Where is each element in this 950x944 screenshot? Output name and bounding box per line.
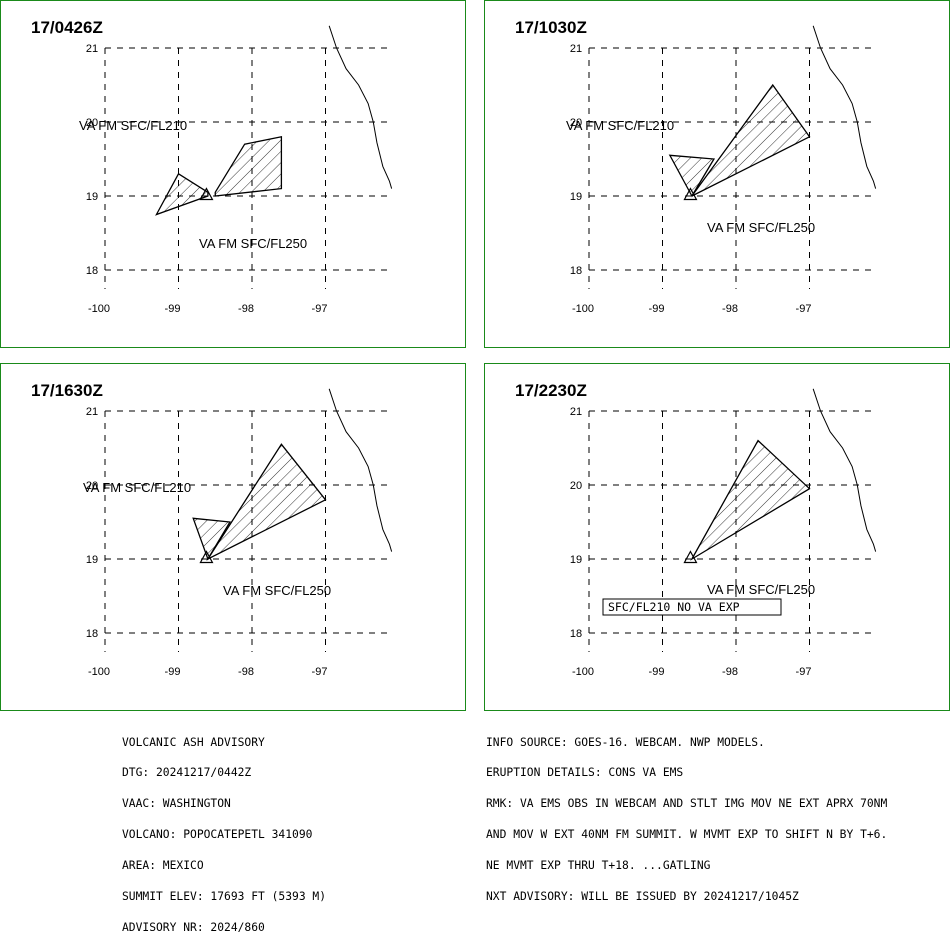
lon-tick-label: -97 (312, 303, 328, 315)
lon-tick-label: -99 (165, 666, 181, 678)
no-ash-box: SFC/FL210 NO VA EXP (602, 598, 782, 616)
lat-tick-label: 19 (570, 191, 582, 203)
lat-tick-label: 19 (570, 554, 582, 566)
ash-layer-label: VA FM SFC/FL210 (83, 480, 191, 495)
lat-tick-label: 21 (570, 406, 582, 418)
remark-line: NE MVMT EXP THRU T+18. ...GATLING (486, 859, 711, 873)
volcano-icon (683, 550, 698, 564)
ash-layer-label: VA FM SFC/FL250 (199, 236, 307, 251)
panel-time-2: 17/1030Z (515, 18, 587, 37)
coastline (328, 25, 393, 189)
map-panel-1: -100 -99 -98 -97 21 20 19 18 VA FM SFC/FL210 VA F… (0, 0, 466, 348)
coastline (812, 388, 877, 552)
panel-time-1: 17/0426Z (31, 18, 103, 37)
lat-tick-label: 21 (570, 43, 582, 55)
lat-tick-label: 19 (86, 554, 98, 566)
lat-tick-label: 18 (86, 265, 98, 277)
remark-line: ERUPTION DETAILS: CONS VA EMS (486, 766, 684, 780)
lon-tick-label: -100 (88, 303, 110, 315)
advisory-line: VAAC: WASHINGTON (122, 797, 231, 811)
lon-tick-label: -97 (796, 666, 812, 678)
lon-tick-label: -99 (165, 303, 181, 315)
ash-area-polygon (206, 443, 327, 561)
lon-tick-label: -98 (722, 666, 738, 678)
volcano-icon (683, 187, 698, 201)
map-canvas-2: -100 -99 -98 -97 21 20 19 18 VA FM SFC/FL210 VA F… (566, 25, 877, 315)
lat-tick-label: 20 (86, 480, 98, 492)
lat-tick-label: 20 (570, 480, 582, 492)
ash-area-polygon (668, 154, 716, 198)
advisory-remarks: INFO SOURCE: GOES-16. WEBCAM. NWP MODELS… (486, 717, 887, 913)
remark-line: RMK: VA EMS OBS IN WEBCAM AND STLT IMG M… (486, 797, 888, 811)
no-ash-label: SFC/FL210 NO VA EXP (608, 600, 740, 614)
advisory-line: DTG: 20241217/0442Z (122, 766, 252, 780)
advisory-line: SUMMIT ELEV: 17693 FT (5393 M) (122, 890, 327, 904)
lon-tick-label: -100 (572, 666, 594, 678)
advisory-line: AREA: MEXICO (122, 859, 204, 873)
lon-tick-label: -98 (238, 303, 254, 315)
lat-tick-label: 18 (570, 628, 582, 640)
lon-tick-label: -97 (312, 666, 328, 678)
volcano-icon (199, 550, 214, 564)
map-panel-4: -100 -99 -98 -97 21 20 19 18 VA FM SFC/FL250 SFC/… (484, 363, 950, 711)
advisory-summary: VOLCANIC ASH ADVISORY DTG: 20241217/0442… (122, 717, 326, 944)
lon-tick-label: -98 (722, 303, 738, 315)
map-canvas-3: -100 -99 -98 -97 21 20 19 18 VA FM SFC/FL210 VA F… (83, 388, 393, 678)
ash-area-polygon (690, 439, 811, 561)
ash-layer-label: VA FM SFC/FL250 (707, 220, 815, 235)
volcano-icon (199, 187, 214, 201)
coastline (328, 388, 393, 552)
lon-tick-label: -97 (796, 303, 812, 315)
ash-area-polygon (155, 172, 209, 216)
lon-tick-label: -99 (649, 303, 665, 315)
lon-tick-label: -99 (649, 666, 665, 678)
ash-layer-label: VA FM SFC/FL210 (566, 118, 674, 133)
lat-tick-label: 18 (570, 265, 582, 277)
ash-layer-label: VA FM SFC/FL210 (79, 118, 187, 133)
coastline (812, 25, 877, 189)
remark-line: AND MOV W EXT 40NM FM SUMMIT. W MVMT EXP… (486, 828, 888, 842)
panel-time-3: 17/1630Z (31, 381, 103, 400)
lat-tick-label: 20 (570, 117, 582, 129)
panel-time-4: 17/2230Z (515, 381, 587, 400)
lon-tick-label: -100 (88, 666, 110, 678)
ash-layer-label: VA FM SFC/FL250 (707, 582, 815, 597)
ash-layer-label: VA FM SFC/FL250 (223, 583, 331, 598)
ash-area-polygon (214, 136, 283, 197)
lat-tick-label: 21 (86, 406, 98, 418)
map-canvas-4: -100 -99 -98 -97 21 20 19 18 VA FM SFC/FL250 SFC/… (570, 388, 877, 678)
map-panel-2: -100 -99 -98 -97 21 20 19 18 VA FM SFC/FL210 VA F… (484, 0, 950, 348)
lon-tick-label: -100 (572, 303, 594, 315)
remark-line: INFO SOURCE: GOES-16. WEBCAM. NWP MODELS… (486, 735, 765, 749)
lon-tick-label: -98 (238, 666, 254, 678)
ash-area-polygon (192, 517, 232, 561)
ash-area-polygon (691, 83, 811, 197)
lat-tick-label: 19 (86, 191, 98, 203)
lat-tick-label: 18 (86, 628, 98, 640)
lat-tick-label: 21 (86, 43, 98, 55)
map-panel-3: -100 -99 -98 -97 21 20 19 18 VA FM SFC/FL210 VA F… (0, 363, 466, 711)
remark-line: NXT ADVISORY: WILL BE ISSUED BY 20241217… (486, 890, 799, 904)
advisory-line: ADVISORY NR: 2024/860 (122, 920, 265, 934)
advisory-line: VOLCANO: POPOCATEPETL 341090 (122, 828, 313, 842)
map-canvas-1: -100 -99 -98 -97 21 20 19 18 VA FM SFC/FL210 VA F… (79, 25, 393, 315)
advisory-line: VOLCANIC ASH ADVISORY (122, 735, 265, 749)
lat-tick-label: 20 (86, 117, 98, 129)
